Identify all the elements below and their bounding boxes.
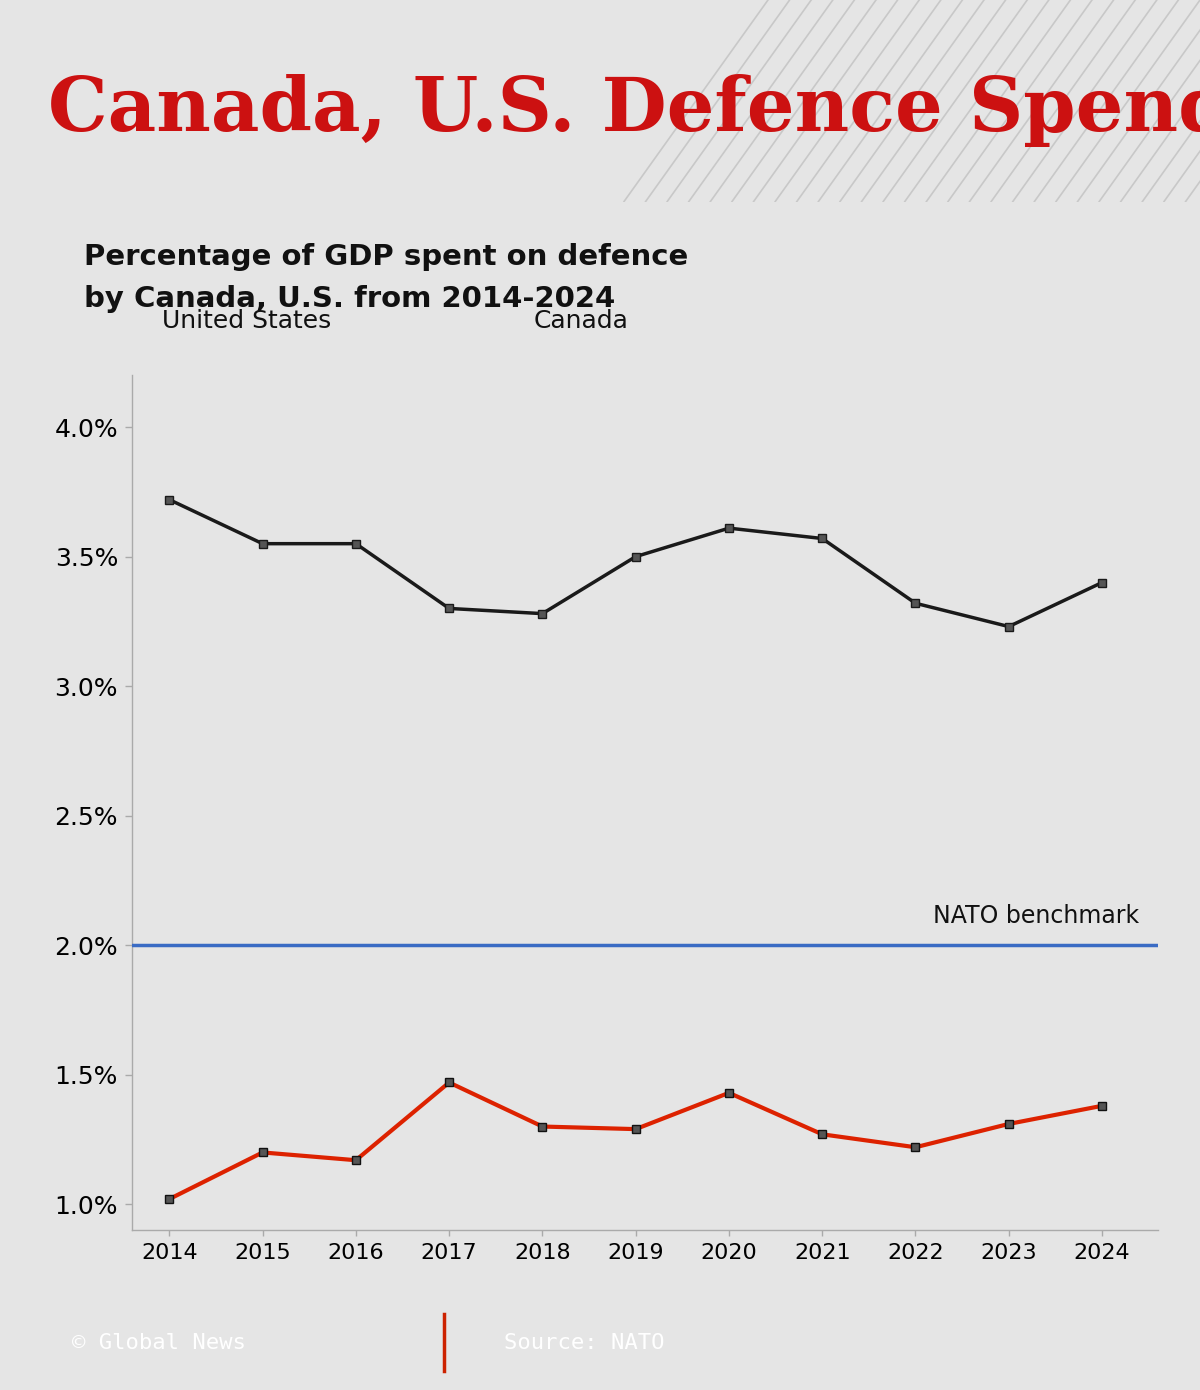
Text: Canada: Canada xyxy=(534,309,629,334)
Text: by Canada, U.S. from 2014-2024: by Canada, U.S. from 2014-2024 xyxy=(84,285,616,313)
Text: NATO benchmark: NATO benchmark xyxy=(934,905,1139,929)
Text: United States: United States xyxy=(162,309,331,334)
Text: Canada, U.S. Defence Spending: Canada, U.S. Defence Spending xyxy=(48,74,1200,147)
Text: © Global News: © Global News xyxy=(72,1333,246,1352)
Text: Percentage of GDP spent on defence: Percentage of GDP spent on defence xyxy=(84,243,689,271)
Text: Source: NATO: Source: NATO xyxy=(504,1333,665,1352)
